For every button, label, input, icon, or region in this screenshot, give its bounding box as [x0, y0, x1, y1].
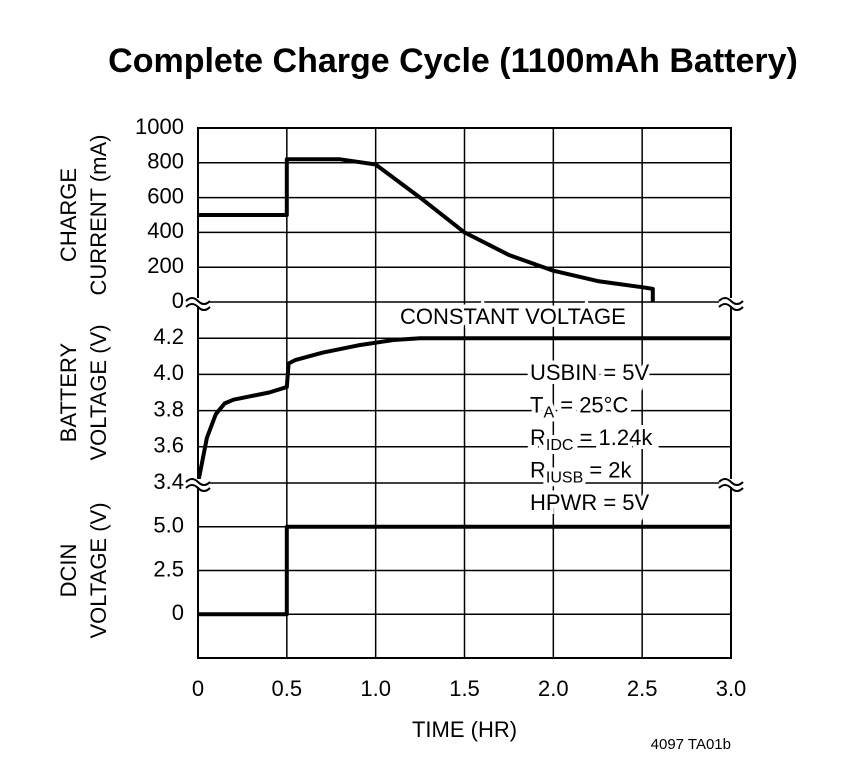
annotation: TA = 25°C: [530, 392, 628, 421]
lines: [196, 157, 731, 617]
x-tick-label: 2.5: [627, 676, 658, 701]
y-axis-label: CURRENT (mA): [86, 135, 111, 296]
x-tick-label: 2.0: [538, 676, 569, 701]
annotation-text: = 25°C: [554, 392, 628, 417]
data-line: [198, 157, 655, 302]
break-mark: [185, 303, 211, 311]
y-tick-label: 2.5: [153, 556, 184, 581]
y-tick-label: 3.8: [153, 396, 184, 421]
annotation-sub: IDC: [546, 437, 574, 454]
y-axis-label: VOLTAGE (V): [86, 502, 111, 638]
x-tick-label: 1.0: [360, 676, 391, 701]
y-tick-label: 3.4: [153, 469, 184, 494]
y-tick-label: 200: [147, 253, 184, 278]
x-tick-label: 0.5: [272, 676, 303, 701]
x-tick-label: 3.0: [716, 676, 747, 701]
y-axis-label: BATTERY: [56, 342, 81, 442]
annotation-sub: A: [543, 405, 554, 422]
plot-frame: [197, 127, 732, 659]
y-tick-label: 4.2: [153, 324, 184, 349]
y-tick-label: 800: [147, 149, 184, 174]
y-tick-label: 600: [147, 183, 184, 208]
break-mark: [718, 303, 744, 311]
y-tick-label: 0: [172, 600, 184, 625]
break-mark: [718, 478, 744, 486]
annotation-text: R: [530, 425, 546, 450]
y-tick-label: 3.6: [153, 433, 184, 458]
y-tick-label: 0: [172, 288, 184, 313]
y-axis-label: DCIN: [56, 544, 81, 598]
break-mark: [185, 297, 211, 305]
y-tick-label: 5.0: [153, 513, 184, 538]
annotation-text: R: [530, 457, 546, 482]
data-line: [196, 336, 731, 484]
annotation: RIDC = 1.24k: [530, 425, 653, 454]
y-tick-label: 1000: [135, 114, 184, 139]
y-axis-label: VOLTAGE (V): [86, 324, 111, 460]
chart-title: Complete Charge Cycle (1100mAh Battery): [108, 42, 798, 80]
annotation: CONSTANT VOLTAGE: [400, 304, 626, 329]
x-tick-label: 0: [192, 676, 204, 701]
grid: [197, 127, 732, 658]
break-mark: [718, 484, 744, 492]
annotation-text: T: [530, 392, 543, 417]
footnote: 4097 TA01b: [651, 736, 731, 753]
break-mark: [185, 478, 211, 486]
break-mark: [718, 297, 744, 305]
y-tick-label: 4.0: [153, 360, 184, 385]
labels: 0 0.5 1.0 1.5 2.0 2.5 3.0 TIME (HR) 0 200 400 600 80…: [56, 114, 746, 742]
x-tick-label: 1.5: [449, 676, 480, 701]
annotation: RIUSB = 2k: [530, 457, 633, 486]
x-axis-label: TIME (HR): [412, 717, 517, 742]
annotation-sub: IUSB: [546, 470, 583, 487]
annotation: USBIN = 5V: [530, 360, 650, 385]
annotation: HPWR = 5V: [530, 490, 650, 515]
data-line: [198, 524, 731, 617]
y-tick-label: 400: [147, 218, 184, 243]
break-mark: [185, 484, 211, 492]
y-axis-label: CHARGE: [56, 168, 81, 262]
annotation-text: = 1.24k: [573, 425, 653, 450]
annotation-text: = 2k: [583, 457, 632, 482]
